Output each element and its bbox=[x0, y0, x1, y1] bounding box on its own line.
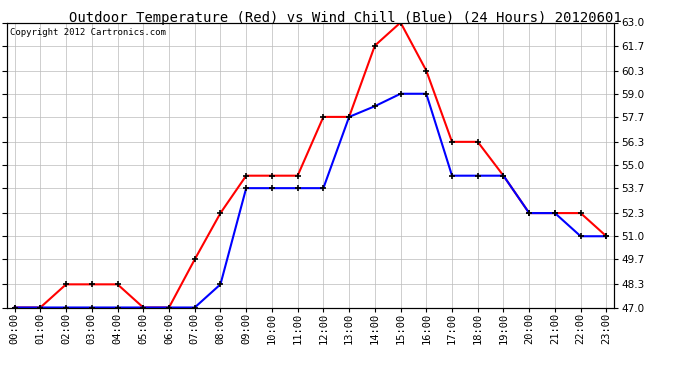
Text: Outdoor Temperature (Red) vs Wind Chill (Blue) (24 Hours) 20120601: Outdoor Temperature (Red) vs Wind Chill … bbox=[68, 11, 622, 25]
Text: Copyright 2012 Cartronics.com: Copyright 2012 Cartronics.com bbox=[10, 28, 166, 37]
